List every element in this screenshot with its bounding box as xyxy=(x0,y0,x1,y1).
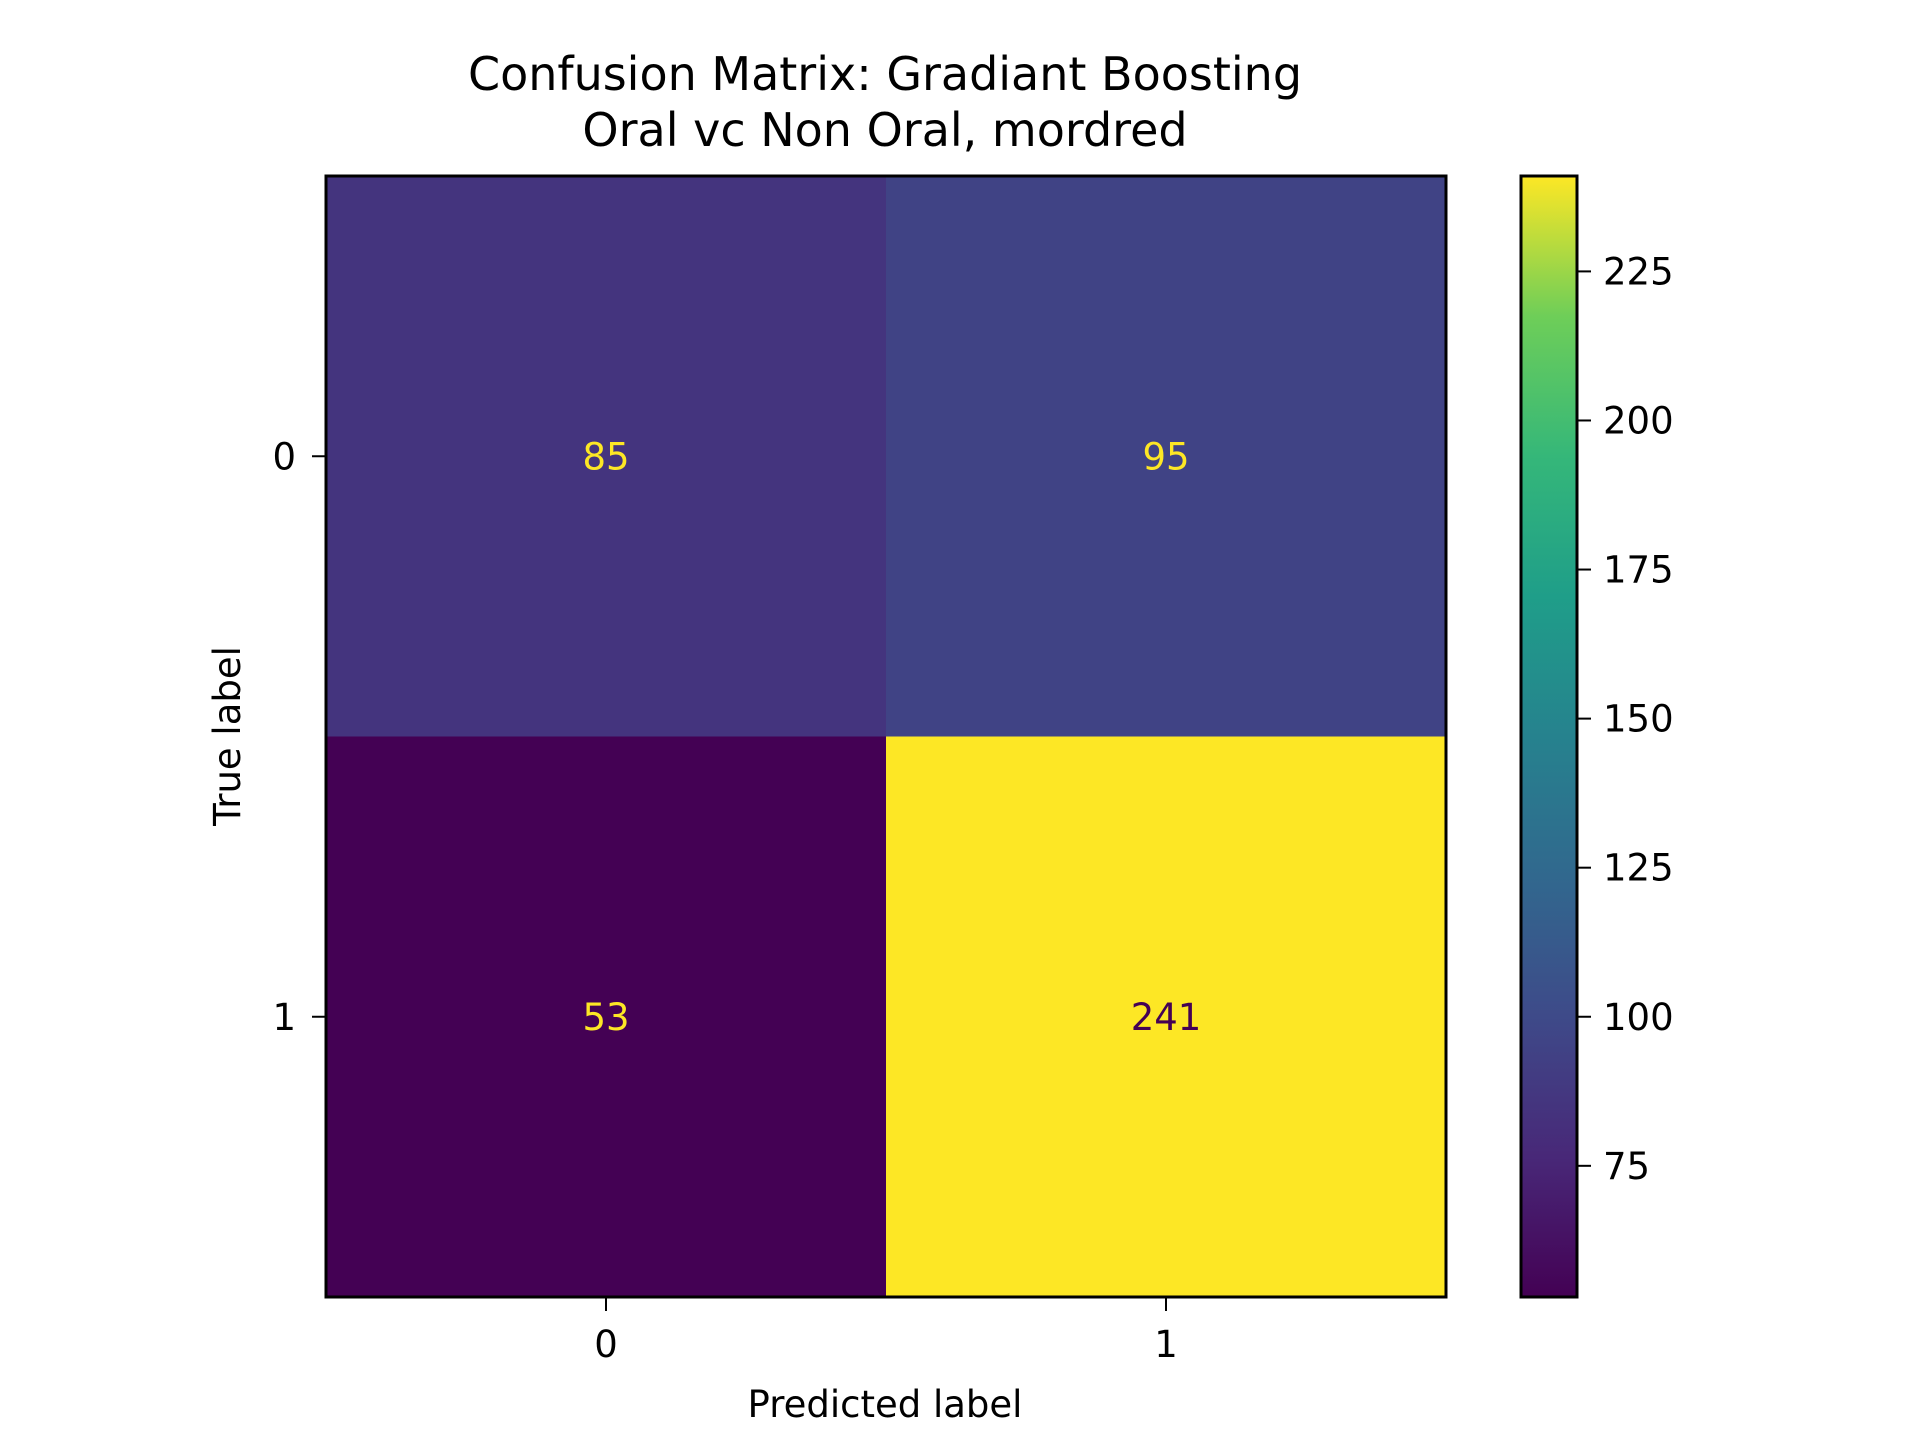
chart-subtitle: Oral vc Non Oral, mordred xyxy=(582,103,1187,157)
colorbar-tick-label: 125 xyxy=(1603,847,1674,890)
matrix-cell xyxy=(886,736,1447,1298)
colorbar-tick-label: 150 xyxy=(1603,698,1674,741)
cell-value-label: 53 xyxy=(582,996,629,1039)
colorbar-ticks: 75 100 125 150 175 200 225 xyxy=(1577,250,1674,1188)
colorbar-tick-label: 100 xyxy=(1603,996,1674,1039)
matrix-cell xyxy=(886,176,1447,737)
x-axis-label: Predicted label xyxy=(748,1383,1023,1426)
colorbar-tick-label: 225 xyxy=(1603,250,1674,293)
y-tick-label: 1 xyxy=(272,996,296,1039)
cell-value-label: 85 xyxy=(582,435,629,478)
colorbar-frame xyxy=(1519,174,1579,1299)
matrix-cells: 85 95 53 241 xyxy=(326,176,1447,1298)
matrix-cell xyxy=(326,176,887,737)
plot-frame xyxy=(324,174,1448,1299)
x-tick-label: 1 xyxy=(1154,1323,1178,1366)
y-axis-label: True label xyxy=(206,646,249,827)
cell-value-label: 241 xyxy=(1131,996,1202,1039)
cell-value-label: 95 xyxy=(1142,435,1189,478)
x-tick-label: 0 xyxy=(594,1323,618,1366)
colorbar-tick-label: 175 xyxy=(1603,549,1674,592)
y-tick-label: 0 xyxy=(272,435,296,478)
matrix-cell xyxy=(326,736,887,1298)
colorbar xyxy=(1521,176,1577,1297)
colorbar-tick-label: 75 xyxy=(1603,1145,1650,1188)
chart-title: Confusion Matrix: Gradiant Boosting xyxy=(468,47,1302,101)
colorbar-tick-label: 200 xyxy=(1603,399,1674,442)
y-axis-ticks: 01 xyxy=(272,435,326,1039)
